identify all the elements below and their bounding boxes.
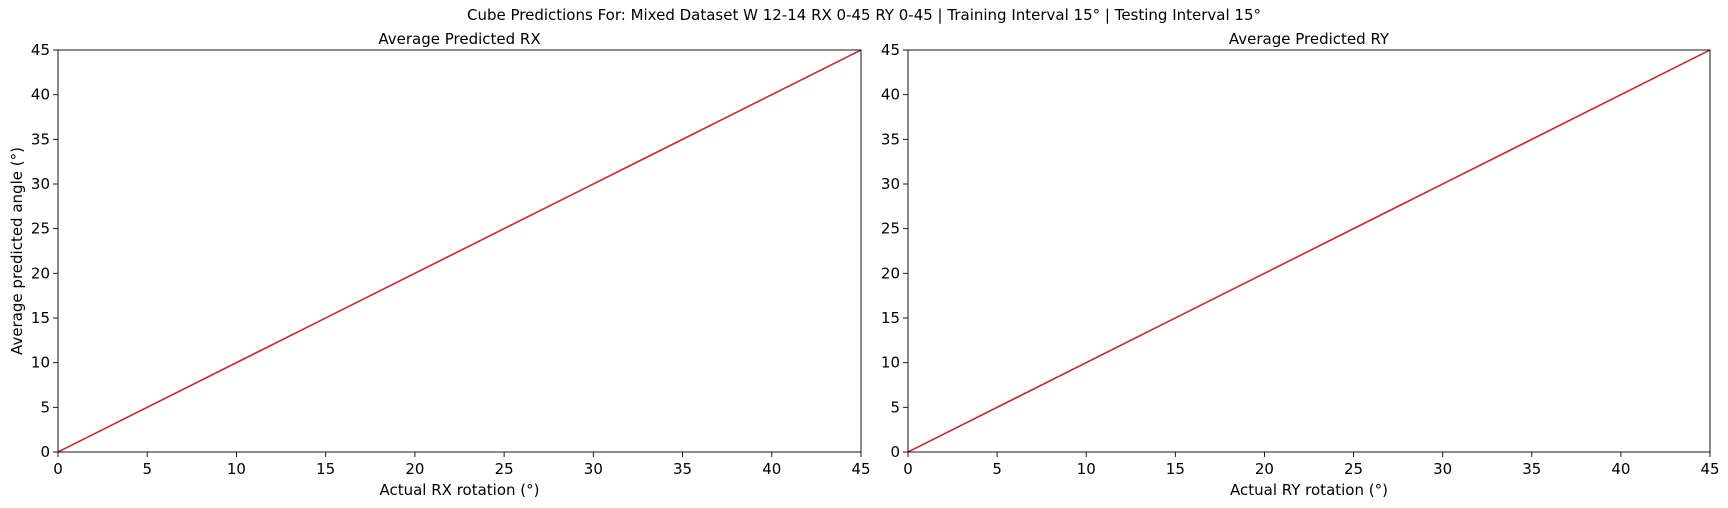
chart-2-y-tick-label: 40 — [881, 86, 900, 104]
chart-1-title: Average Predicted RX — [378, 30, 540, 48]
chart-1-x-tick-label: 15 — [316, 460, 335, 478]
chart-1-x-tick-label: 0 — [53, 460, 63, 478]
chart-1-y-tick-label: 25 — [31, 220, 50, 238]
chart-1-x-tick-label: 5 — [142, 460, 152, 478]
chart-2-y-tick-label: 15 — [881, 309, 900, 327]
axes-ry: 0 5 10 15 20 25 30 35 40 45 0 5 10 15 20 25 30 35 40 45 Aver… — [881, 30, 1720, 499]
chart-2-axes-frame — [907, 49, 1711, 453]
chart-2-x-tick-label: 0 — [903, 460, 913, 478]
chart-2-x-tick-label: 15 — [1166, 460, 1185, 478]
chart-1-x-tick-label: 40 — [762, 460, 781, 478]
chart-1-x-tick-label: 10 — [227, 460, 246, 478]
axes-rx: 0 5 10 15 20 25 30 35 40 45 0 5 10 15 20 25 30 35 40 45 Aver… — [8, 30, 871, 499]
chart-2-x-tick-label: 45 — [1700, 460, 1719, 478]
chart-1-y-tick-label: 10 — [31, 354, 50, 372]
chart-2-x-axis-label: Actual RY rotation (°) — [1230, 481, 1388, 499]
chart-2-y-tick-label: 10 — [881, 354, 900, 372]
chart-1-y-tick-label: 0 — [40, 443, 50, 461]
chart-1-x-tick-label: 25 — [495, 460, 514, 478]
chart-1-axes-frame — [57, 49, 862, 453]
chart-1-y-tick-label: 5 — [40, 398, 50, 416]
chart-2-y-tick-label: 35 — [881, 130, 900, 148]
chart-2-x-tick-label: 10 — [1077, 460, 1096, 478]
chart-1-x-tick-label: 45 — [851, 460, 870, 478]
chart-2-x-tick-label: 25 — [1344, 460, 1363, 478]
chart-1-series-2-line — [57, 49, 862, 453]
chart-2-x-tick-label: 5 — [992, 460, 1002, 478]
chart-1-y-tick-label: 30 — [31, 175, 50, 193]
chart-1-y-tick-label: 45 — [31, 41, 50, 59]
chart-2-y-tick-label: 20 — [881, 264, 900, 282]
chart-2-y-tick-label: 0 — [890, 443, 900, 461]
chart-1-x-tick-label: 35 — [673, 460, 692, 478]
chart-1-y-tick-label: 40 — [31, 86, 50, 104]
chart-2-x-tick-label: 35 — [1522, 460, 1541, 478]
chart-2-y-tick-label: 25 — [881, 220, 900, 238]
chart-1-y-tick-label: 20 — [31, 264, 50, 282]
chart-2-x-tick-label: 40 — [1611, 460, 1630, 478]
chart-1-x-axis-label: Actual RX rotation (°) — [379, 481, 539, 499]
chart-2-y-tick-label: 5 — [890, 398, 900, 416]
chart-1-x-tick-label: 20 — [405, 460, 424, 478]
chart-2-y-tick-label: 30 — [881, 175, 900, 193]
chart-1-y-axis-label: Average predicted angle (°) — [8, 147, 26, 355]
chart-2-x-tick-label: 30 — [1433, 460, 1452, 478]
figure-suptitle: Cube Predictions For: Mixed Dataset W 12… — [467, 6, 1261, 24]
chart-1-y-tick-label: 15 — [31, 309, 50, 327]
chart-1-y-tick-label: 35 — [31, 130, 50, 148]
chart-2-x-tick-label: 20 — [1255, 460, 1274, 478]
chart-2-y-tick-label: 45 — [881, 41, 900, 59]
chart-2-series-2-line — [907, 49, 1711, 453]
chart-1-x-tick-label: 30 — [584, 460, 603, 478]
chart-2-title: Average Predicted RY — [1229, 30, 1390, 48]
